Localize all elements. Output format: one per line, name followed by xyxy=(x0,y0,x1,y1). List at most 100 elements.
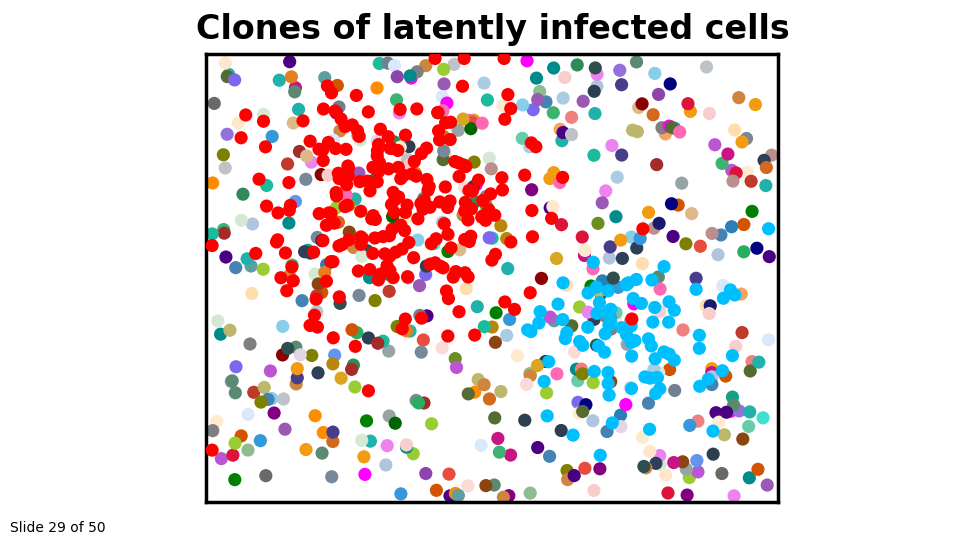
Point xyxy=(432,136,447,144)
Point xyxy=(314,288,329,297)
Point xyxy=(350,131,366,140)
Point xyxy=(655,124,670,132)
Point xyxy=(314,170,329,179)
Point xyxy=(647,354,662,363)
Point xyxy=(330,169,346,178)
Point xyxy=(451,307,467,316)
Point xyxy=(597,329,612,338)
Point xyxy=(623,322,638,330)
Point xyxy=(402,160,418,169)
Point xyxy=(227,76,242,84)
Point xyxy=(285,276,300,285)
Point xyxy=(346,243,361,252)
Point xyxy=(440,202,455,211)
Point xyxy=(635,99,650,108)
Point xyxy=(228,362,244,371)
Point xyxy=(263,367,278,375)
Point xyxy=(412,311,427,320)
Point xyxy=(325,437,341,446)
Point xyxy=(246,388,261,396)
Point xyxy=(280,344,296,353)
Point xyxy=(416,205,431,213)
Point xyxy=(353,233,369,241)
Point xyxy=(626,294,641,303)
Point xyxy=(488,338,503,347)
Point xyxy=(457,54,472,63)
Point xyxy=(352,136,368,144)
Point xyxy=(742,474,757,482)
Point xyxy=(689,456,705,465)
Point xyxy=(205,426,221,435)
Point xyxy=(204,230,220,238)
Point xyxy=(458,198,473,207)
Point xyxy=(282,201,298,210)
Point xyxy=(258,143,274,151)
Point xyxy=(414,314,429,322)
Point xyxy=(599,427,614,436)
Point xyxy=(708,140,723,149)
Point xyxy=(586,379,601,387)
Point xyxy=(473,441,489,450)
Point xyxy=(297,247,312,256)
Point xyxy=(751,358,766,367)
Point xyxy=(269,238,284,246)
Point xyxy=(331,218,347,227)
Point xyxy=(281,206,297,214)
Point xyxy=(210,316,226,325)
Point xyxy=(638,464,654,472)
Point xyxy=(328,144,344,153)
Point xyxy=(640,399,656,408)
Point xyxy=(666,356,682,364)
Point xyxy=(205,179,221,187)
Point xyxy=(588,283,604,292)
Point xyxy=(438,183,453,191)
Point xyxy=(736,247,752,256)
Point xyxy=(218,253,233,261)
Point xyxy=(564,130,579,139)
Point xyxy=(462,116,477,125)
Point xyxy=(467,158,482,166)
Point xyxy=(612,411,628,420)
Point xyxy=(379,441,395,450)
Point xyxy=(435,106,450,115)
Point xyxy=(404,170,420,178)
Point xyxy=(370,84,385,92)
Point xyxy=(568,365,584,374)
Point xyxy=(328,204,344,212)
Point xyxy=(394,221,409,230)
Point xyxy=(626,300,641,308)
Point xyxy=(324,209,339,218)
Point xyxy=(592,451,608,460)
Point xyxy=(502,315,517,324)
Point xyxy=(406,253,421,262)
Point xyxy=(419,144,434,152)
Point xyxy=(394,490,409,498)
Point xyxy=(744,207,759,215)
Point xyxy=(704,364,719,373)
Point xyxy=(387,195,402,204)
Point xyxy=(761,225,777,233)
Point xyxy=(397,131,413,139)
Point xyxy=(499,331,515,340)
Point xyxy=(635,433,650,442)
Point xyxy=(672,127,687,136)
Point xyxy=(450,126,466,134)
Point xyxy=(538,357,553,366)
Point xyxy=(224,377,239,386)
Point xyxy=(372,125,388,133)
Point xyxy=(452,245,468,254)
Point xyxy=(702,109,717,118)
Point xyxy=(497,115,513,124)
Point xyxy=(524,206,540,215)
Point xyxy=(310,368,325,377)
Point xyxy=(303,158,319,166)
Point xyxy=(648,459,663,468)
Point xyxy=(395,245,410,253)
Point xyxy=(525,232,540,241)
Point xyxy=(324,258,339,266)
Point xyxy=(693,242,708,251)
Point xyxy=(688,285,704,294)
Point xyxy=(663,199,679,208)
Point xyxy=(340,161,355,170)
Point xyxy=(663,123,679,132)
